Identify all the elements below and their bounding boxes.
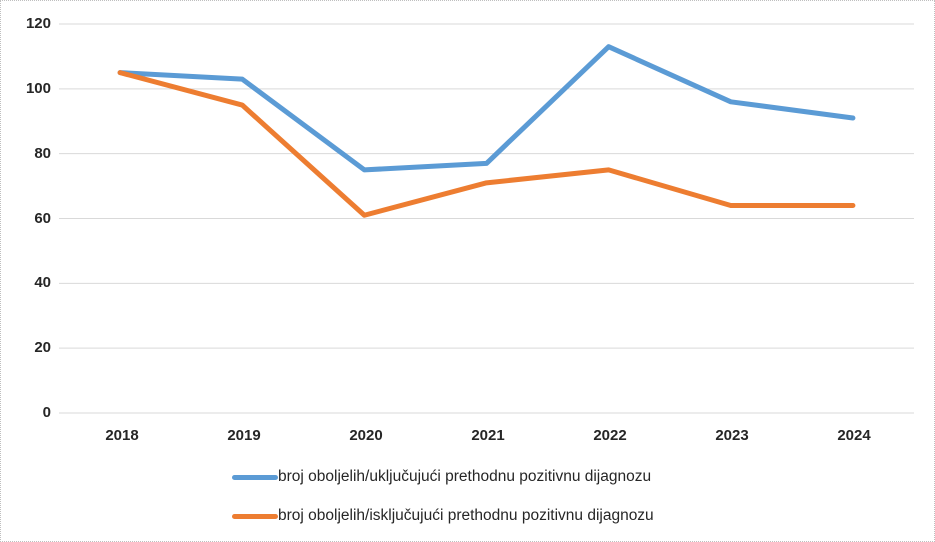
legend-label: broj oboljelih/isključujući prethodnu po… — [278, 507, 654, 524]
y-tick-label: 20 — [34, 339, 51, 356]
legend-line-blue-icon — [232, 474, 278, 480]
y-tick-label: 120 — [25, 15, 51, 32]
legend-item-ukljucujuci: broj oboljelih/uključujući prethodnu poz… — [232, 464, 654, 490]
y-tick-label: 60 — [34, 210, 51, 227]
y-tick-label: 40 — [34, 274, 51, 291]
y-tick-label: 80 — [34, 145, 51, 162]
legend-line-orange-icon — [232, 513, 278, 519]
x-tick-label: 2023 — [715, 427, 749, 444]
y-tick-label: 0 — [42, 404, 51, 421]
x-tick-label: 2022 — [593, 427, 627, 444]
series-line-1 — [117, 70, 856, 218]
x-tick-label: 2019 — [227, 427, 261, 444]
series-line-0 — [117, 44, 856, 173]
x-tick-label: 2021 — [471, 427, 505, 444]
legend-label: broj oboljelih/uključujući prethodnu poz… — [278, 468, 652, 485]
legend-item-iskljucujuci: broj oboljelih/isključujući prethodnu po… — [232, 503, 654, 529]
x-tick-label: 2020 — [349, 427, 383, 444]
legend: broj oboljelih/uključujući prethodnu poz… — [232, 464, 654, 529]
x-tick-label: 2024 — [837, 427, 871, 444]
y-tick-label: 100 — [25, 80, 51, 97]
x-tick-label: 2018 — [105, 427, 139, 444]
